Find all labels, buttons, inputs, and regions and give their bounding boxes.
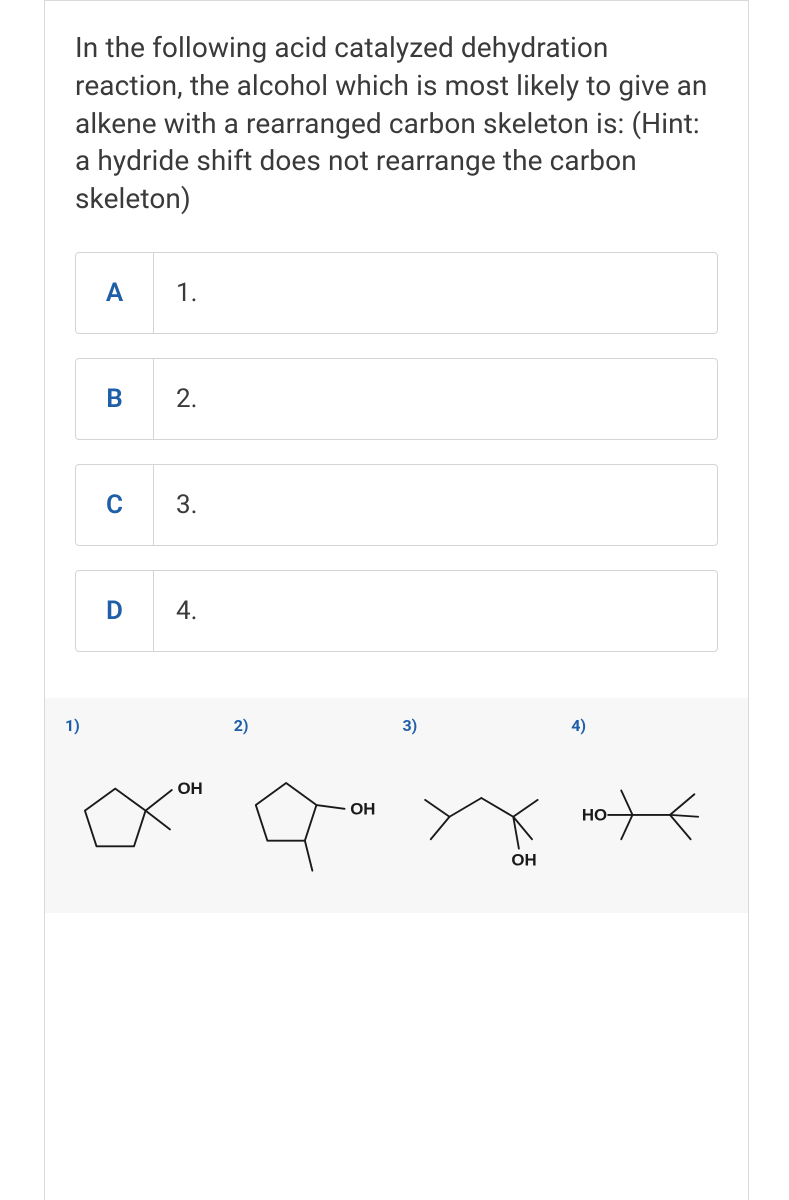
option-row-a[interactable]: A1. [75,252,718,334]
figure-3: 3) OH [397,716,566,887]
figure-number: 2) [228,716,397,735]
figure-2: 2) OH [228,716,397,887]
option-text: 1. [154,253,717,333]
svg-text:OH: OH [177,779,202,798]
option-text: 4. [154,571,717,651]
question-text: In the following acid catalyzed dehydrat… [75,29,718,218]
structure-icon: OH [59,743,228,887]
figure-number: 1) [59,716,228,735]
option-row-d[interactable]: D4. [75,570,718,652]
figure-panel: 1) OH 2) OH 3) OH 4) HO [45,698,748,913]
option-text: 3. [154,465,717,545]
option-letter: B [76,359,154,439]
structure-icon: OH [228,743,397,887]
figure-number: 4) [565,716,734,735]
svg-text:OH: OH [511,850,536,869]
figure-1: 1) OH [59,716,228,887]
option-text: 2. [154,359,717,439]
option-letter: C [76,465,154,545]
svg-text:HO: HO [582,805,607,824]
option-row-c[interactable]: C3. [75,464,718,546]
question-card: In the following acid catalyzed dehydrat… [44,0,749,1200]
figure-4: 4) HO [565,716,734,887]
figure-number: 3) [397,716,566,735]
option-letter: A [76,253,154,333]
structure-icon: HO [565,743,734,887]
option-row-b[interactable]: B2. [75,358,718,440]
option-letter: D [76,571,154,651]
svg-text:OH: OH [350,799,375,818]
options-list: A1.B2.C3.D4. [75,252,718,652]
structure-icon: OH [397,743,566,887]
